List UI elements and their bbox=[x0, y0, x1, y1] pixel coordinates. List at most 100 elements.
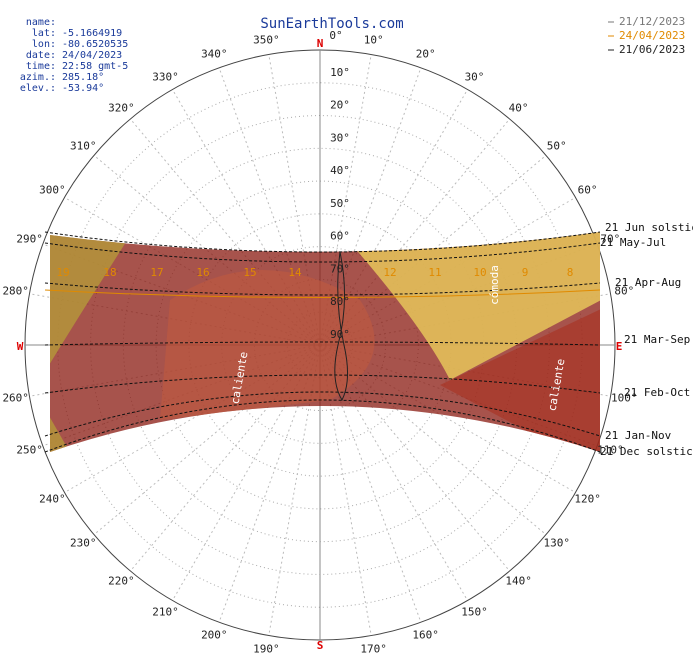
hour-label: 8 bbox=[567, 266, 574, 279]
azimuth-label: 250° bbox=[16, 444, 43, 457]
azimuth-label: 200° bbox=[201, 628, 228, 641]
curve-label: 21 Mar-Sep bbox=[624, 333, 690, 346]
azimuth-line bbox=[319, 67, 422, 346]
azimuth-label: 330° bbox=[152, 70, 179, 83]
azimuth-line bbox=[319, 197, 576, 346]
sun-curve bbox=[44, 341, 601, 346]
azimuth-label: 210° bbox=[152, 606, 179, 619]
elevation-label: 80° bbox=[330, 295, 350, 308]
sun-curves bbox=[44, 231, 601, 453]
azimuth-line bbox=[172, 344, 321, 601]
info-value: 22:58 gmt-5 bbox=[62, 61, 128, 72]
azimuth-label: 10° bbox=[364, 34, 384, 47]
compass-label: E bbox=[616, 340, 623, 353]
info-value: -53.94° bbox=[62, 83, 104, 94]
azimuth-line bbox=[64, 197, 321, 346]
azimuth-label: 100° bbox=[611, 392, 638, 405]
compass-label: N bbox=[317, 37, 324, 50]
hour-label: 9 bbox=[522, 266, 529, 279]
azimuth-label: 340° bbox=[201, 48, 228, 61]
azimuth-label: 220° bbox=[108, 575, 135, 588]
info-label: name: bbox=[26, 17, 56, 28]
info-label: lon: bbox=[32, 39, 56, 50]
azimuth-label: 20° bbox=[416, 48, 436, 61]
zone-warm bbox=[50, 232, 140, 380]
azimuth-label: 160° bbox=[412, 628, 439, 641]
info-label: lat: bbox=[32, 28, 56, 39]
info-value: -80.6520535 bbox=[62, 39, 128, 50]
azimuth-label: 260° bbox=[2, 392, 29, 405]
azimuth-label: 230° bbox=[70, 537, 97, 550]
azimuth-label: 140° bbox=[505, 575, 532, 588]
azimuth-line bbox=[319, 344, 468, 601]
azimuth-line bbox=[319, 344, 547, 536]
hour-label: 10 bbox=[473, 266, 486, 279]
info-label: time: bbox=[26, 61, 56, 72]
info-value: 285.18° bbox=[62, 72, 104, 83]
curve-label: 21 Apr-Aug bbox=[615, 276, 681, 289]
analemma bbox=[334, 251, 348, 402]
azimuth-line bbox=[319, 344, 576, 493]
info-label: date: bbox=[26, 50, 56, 61]
hour-label: 15 bbox=[243, 266, 256, 279]
azimuth-label: 190° bbox=[253, 642, 280, 655]
zone-hot bbox=[160, 270, 375, 420]
info-panel: name:lat: -5.1664919 lon: -80.6520535 date: 2… bbox=[20, 17, 128, 94]
azimuth-line bbox=[129, 344, 321, 572]
azimuth-label: 70° bbox=[600, 232, 620, 245]
legend-label: 24/04/2023 bbox=[619, 29, 685, 42]
zone-label: cómoda bbox=[488, 265, 501, 305]
azimuth-line bbox=[319, 154, 547, 346]
hour-label: 12 bbox=[383, 266, 396, 279]
azimuth-label: 280° bbox=[2, 284, 29, 297]
azimuth-line bbox=[172, 89, 321, 346]
elevation-label: 20° bbox=[330, 99, 350, 112]
sun-curve bbox=[44, 282, 601, 296]
legend-label: 21/06/2023 bbox=[619, 43, 685, 56]
azimuth-line bbox=[319, 54, 372, 346]
azimuth-label: 40° bbox=[509, 101, 529, 114]
azimuth-label: 80° bbox=[614, 284, 634, 297]
info-value: -5.1664919 bbox=[62, 28, 122, 39]
hour-label: 18 bbox=[103, 266, 116, 279]
curve-label: 21 Jun solstice bbox=[605, 221, 693, 234]
azimuth-line bbox=[319, 344, 511, 572]
hour-label: 11 bbox=[428, 266, 441, 279]
azimuth-label: 290° bbox=[16, 232, 43, 245]
azimuth-label: 60° bbox=[578, 184, 598, 197]
azimuth-label: 350° bbox=[253, 34, 280, 47]
zone-comfort bbox=[150, 232, 600, 380]
sun-curve bbox=[44, 374, 601, 394]
azimuth-line bbox=[268, 54, 321, 346]
azimuth-label: 150° bbox=[461, 606, 488, 619]
azimuth-line bbox=[129, 118, 321, 346]
azimuth-line bbox=[319, 344, 422, 623]
azimuth-line bbox=[64, 344, 321, 493]
azimuth-line bbox=[319, 89, 468, 346]
elevation-label: 60° bbox=[330, 230, 350, 243]
azimuth-line bbox=[319, 344, 372, 636]
title: SunEarthTools.com bbox=[260, 16, 403, 32]
azimuth-line bbox=[218, 344, 321, 623]
compass-label: W bbox=[17, 340, 24, 353]
elevation-label: 70° bbox=[330, 262, 350, 275]
azimuth-line bbox=[93, 154, 321, 346]
elevation-label: 30° bbox=[330, 131, 350, 144]
sun-curve bbox=[44, 231, 601, 253]
azimuth-label: 130° bbox=[543, 537, 570, 550]
curve-label: 21 Jan-Nov bbox=[605, 429, 672, 442]
elevation-label: 40° bbox=[330, 164, 350, 177]
azimuth-line bbox=[93, 344, 321, 536]
azimuth-label: 170° bbox=[360, 642, 387, 655]
azimuth-line bbox=[268, 344, 321, 636]
azimuth-label: 110° bbox=[597, 444, 624, 457]
sun-curve bbox=[44, 391, 601, 437]
azimuth-label: 50° bbox=[547, 139, 567, 152]
hour-label: 19 bbox=[56, 266, 69, 279]
azimuth-line bbox=[319, 118, 511, 346]
curve-label: 21 Feb-Oct bbox=[624, 386, 690, 399]
hour-label: 14 bbox=[288, 266, 302, 279]
azimuth-label: 30° bbox=[465, 70, 485, 83]
